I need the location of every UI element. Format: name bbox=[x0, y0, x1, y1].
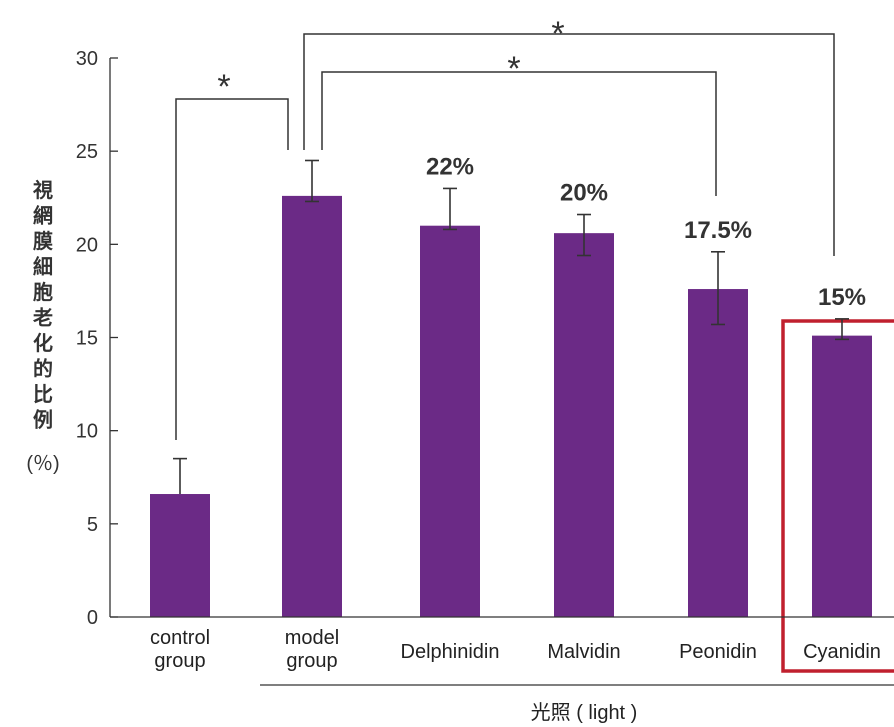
y-axis-title-char-3: 細 bbox=[33, 255, 53, 279]
significance-star-0: * bbox=[217, 68, 230, 106]
y-axis-title-char-1: 網 bbox=[33, 204, 53, 228]
category-label-3: Malvidin bbox=[547, 641, 620, 663]
significance-bracket-1 bbox=[321, 71, 717, 196]
bar-1 bbox=[282, 195, 342, 618]
bars-layer bbox=[150, 195, 872, 618]
category-label-0-line-1: group bbox=[154, 650, 205, 672]
y-tick-label-15: 15 bbox=[76, 328, 98, 350]
bar-5 bbox=[812, 335, 872, 617]
significance-brackets-layer: * * * bbox=[175, 15, 835, 440]
y-tick-label-5: 5 bbox=[87, 514, 98, 536]
bar-value-labels-layer: 22% 20% 17.5% 15% bbox=[426, 153, 866, 310]
x-axis-title-layer: 光照 ( light ) bbox=[260, 684, 894, 724]
category-label-2: Delphinidin bbox=[401, 641, 500, 663]
significance-star-1: * bbox=[507, 50, 520, 88]
category-label-1-line-0: model bbox=[285, 627, 339, 649]
bar-4 bbox=[688, 289, 748, 617]
y-tick-label-0: 0 bbox=[87, 607, 98, 629]
significance-bracket-0 bbox=[175, 98, 289, 440]
y-tick-label-20: 20 bbox=[76, 234, 98, 256]
bar-value-label-2: 22% bbox=[426, 153, 474, 180]
y-axis-title-char-6: 化 bbox=[33, 331, 53, 355]
bar-value-label-5: 15% bbox=[818, 284, 866, 311]
y-axis-title-char-8: 比 bbox=[33, 383, 53, 406]
error-bars-layer bbox=[173, 159, 849, 495]
y-axis-title-char-5: 老 bbox=[33, 306, 53, 330]
category-label-0-line-0: control bbox=[150, 627, 210, 649]
y-tick-label-10: 10 bbox=[76, 421, 98, 443]
bar-2 bbox=[420, 225, 480, 617]
y-axis-title-char-7: 的 bbox=[33, 357, 53, 381]
y-ticks-layer: 0 5 10 15 20 25 30 bbox=[76, 48, 118, 629]
significance-bracket-2 bbox=[303, 33, 835, 256]
y-axis-title-char-9: 例 bbox=[33, 408, 53, 432]
category-label-1-line-1: group bbox=[286, 650, 337, 672]
category-label-4: Peonidin bbox=[679, 641, 757, 663]
category-label-5: Cyanidin bbox=[803, 641, 881, 663]
y-tick-label-25: 25 bbox=[76, 141, 98, 163]
highlight-layer bbox=[781, 319, 894, 673]
bar-3 bbox=[554, 233, 614, 618]
significance-star-2: * bbox=[551, 15, 564, 53]
x-axis-title: 光照 ( light ) bbox=[531, 701, 638, 724]
bar-0 bbox=[150, 494, 210, 617]
y-axis-title-unit: (％) bbox=[26, 453, 59, 475]
axes-layer bbox=[109, 58, 894, 618]
highlight-box bbox=[781, 319, 894, 673]
y-axis-title-char-4: 胞 bbox=[33, 280, 53, 304]
bar-value-label-3: 20% bbox=[560, 180, 608, 207]
y-axis-title-char-2: 膜 bbox=[32, 229, 53, 253]
y-tick-label-30: 30 bbox=[76, 48, 98, 70]
bar-value-label-4: 17.5% bbox=[684, 217, 752, 244]
y-axis-title-char-0: 視 bbox=[32, 178, 53, 202]
